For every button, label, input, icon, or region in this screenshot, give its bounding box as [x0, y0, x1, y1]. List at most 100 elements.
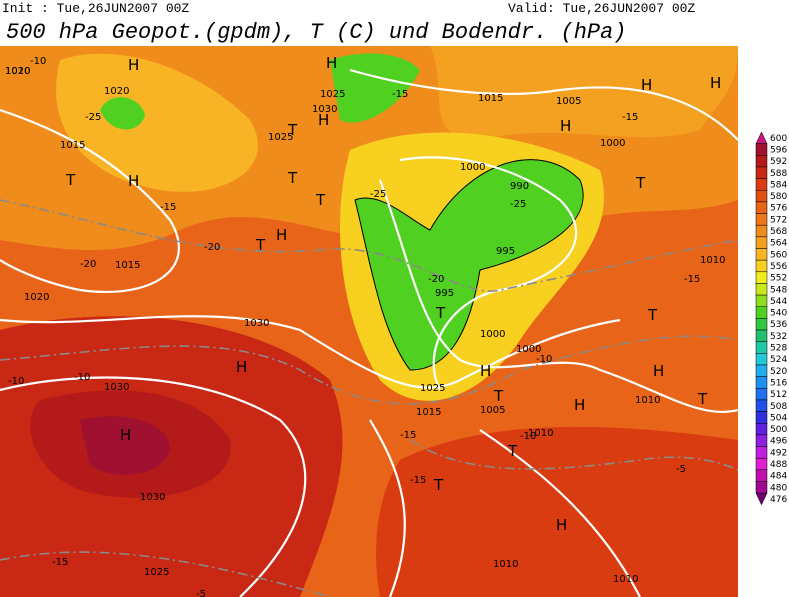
pressure-center: T	[287, 169, 298, 187]
colorbar-label: 488	[770, 460, 787, 470]
contour-label: 1005	[556, 96, 581, 107]
contour-label: -20	[428, 274, 444, 285]
colorbar-cell	[755, 283, 768, 296]
colorbar-cell	[755, 457, 768, 471]
contour-label: 1010	[493, 559, 518, 570]
colorbar-cell	[755, 434, 768, 447]
colorbar-label: 532	[770, 332, 787, 342]
colorbar-label: 556	[770, 262, 787, 272]
contour-label: -25	[370, 189, 386, 200]
colorbar-cell	[755, 236, 768, 249]
contour-label: 1015	[60, 140, 85, 151]
contour-label: -5	[676, 464, 686, 475]
pressure-center: H	[128, 172, 139, 190]
contour-label: 1015	[478, 93, 503, 104]
contour-label: -15	[52, 557, 68, 568]
pressure-center: H	[120, 426, 131, 444]
colorbar-label: 476	[770, 495, 787, 505]
contour-label: 1030	[312, 104, 337, 115]
contour-label: 1020	[104, 86, 129, 97]
colorbar-cell	[755, 469, 768, 482]
contour-label: 1010	[700, 255, 725, 266]
colorbar-cell	[755, 201, 768, 214]
colorbar-label: 564	[770, 239, 787, 249]
colorbar-cell	[755, 271, 768, 284]
colorbar-cell	[755, 329, 768, 342]
colorbar-cell	[755, 224, 768, 238]
contour-label: -20	[204, 242, 220, 253]
contour-label: 1010	[613, 574, 638, 585]
contour-label: -10	[520, 431, 536, 442]
contour-label: -20	[80, 259, 96, 270]
colorbar-label: 512	[770, 390, 787, 400]
contour-label: -10	[8, 376, 24, 387]
pressure-center: T	[635, 174, 646, 192]
colorbar-label: 544	[770, 297, 787, 307]
colorbar-label: 520	[770, 367, 787, 377]
colorbar-cell	[755, 306, 768, 319]
init-time: Init : Tue,26JUN2007 00Z	[2, 1, 189, 16]
contour-label: 1025	[320, 89, 345, 100]
colorbar-label: 592	[770, 157, 787, 167]
colorbar-cell	[755, 423, 768, 436]
contour-label: 1025	[420, 383, 445, 394]
pressure-center: T	[697, 390, 708, 408]
colorbar-label: 580	[770, 192, 787, 202]
map	[0, 46, 738, 597]
colorbar-label: 516	[770, 378, 787, 388]
pressure-center: H	[560, 117, 571, 135]
colorbar-label: 536	[770, 320, 787, 330]
pressure-center: T	[255, 236, 266, 254]
colorbar-label: 548	[770, 285, 787, 295]
colorbar-cell	[755, 166, 768, 179]
colorbar-cell	[755, 143, 768, 156]
colorbar-cell	[755, 178, 768, 191]
colorbar-label: 492	[770, 448, 787, 458]
pressure-center: T	[493, 387, 504, 405]
pressure-center: H	[653, 362, 664, 380]
colorbar-cell	[755, 259, 768, 273]
pressure-center: H	[326, 54, 337, 72]
contour-label: 995	[496, 246, 515, 257]
contour-label: 1015	[416, 407, 441, 418]
colorbar-cell	[755, 353, 768, 366]
contour-label: -10	[536, 354, 552, 365]
colorbar-label: 540	[770, 309, 787, 319]
colorbar-cell	[755, 213, 768, 226]
contour-label: 1010	[528, 428, 553, 439]
colorbar-cell	[755, 341, 768, 354]
colorbar-cell	[755, 190, 768, 203]
colorbar-label: 552	[770, 274, 787, 284]
colorbar-label: 584	[770, 180, 787, 190]
colorbar-label: 496	[770, 437, 787, 447]
contour-label: 1015	[115, 260, 140, 271]
contour-label: -25	[85, 112, 101, 123]
pressure-center: H	[574, 396, 585, 414]
colorbar-cell	[755, 364, 768, 377]
contour-label: 1000	[480, 329, 505, 340]
contour-label: 1025	[144, 567, 169, 578]
map-title: 500 hPa Geopot.(gpdm), T (C) und Bodendr…	[6, 20, 627, 45]
colorbar-cell	[755, 481, 768, 494]
contour-label: -10	[74, 372, 90, 383]
pressure-center: T	[435, 304, 446, 322]
contour-label: 1000	[460, 162, 485, 173]
contour-label: 1000	[600, 138, 625, 149]
pressure-center: H	[641, 76, 652, 94]
contour-label: 1020	[5, 66, 30, 77]
contour-label: -15	[392, 89, 408, 100]
colorbar-cell	[755, 248, 768, 261]
colorbar-label: 596	[770, 145, 787, 155]
pressure-center: T	[315, 191, 326, 209]
contour-label: 995	[435, 288, 454, 299]
contour-label: 1030	[244, 318, 269, 329]
colorbar-label: 560	[770, 250, 787, 260]
colorbar-label: 576	[770, 204, 787, 214]
colorbar-cell	[755, 376, 768, 389]
colorbar-cell	[755, 492, 768, 506]
contour-label: 1030	[140, 492, 165, 503]
colorbar-cell	[755, 131, 768, 144]
colorbar-label: 588	[770, 169, 787, 179]
colorbar-label: 480	[770, 483, 787, 493]
